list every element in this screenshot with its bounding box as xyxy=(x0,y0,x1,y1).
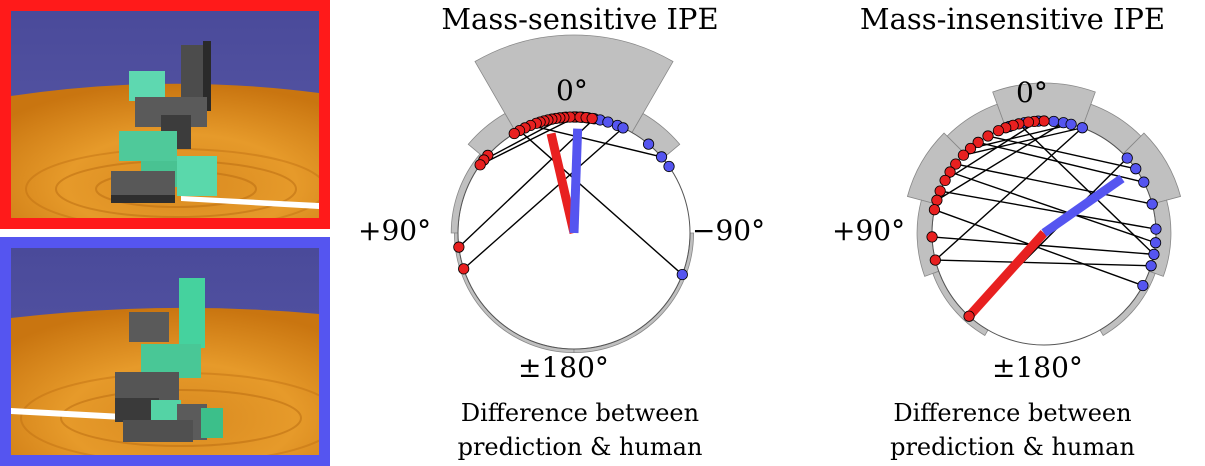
data-point-red xyxy=(963,310,975,322)
pair-line xyxy=(519,130,683,276)
pair-line xyxy=(936,122,1064,201)
pair-line xyxy=(1018,123,1155,255)
caption-line-2: prediction & human xyxy=(457,433,703,461)
chart-title: Mass-insensitive IPE xyxy=(859,2,1166,36)
top-scene-image xyxy=(0,0,330,229)
data-point-blue xyxy=(676,268,688,281)
data-point-red xyxy=(972,136,984,148)
pair-line xyxy=(940,190,1157,230)
data-point-blue xyxy=(1145,260,1157,272)
data-point-red xyxy=(926,231,938,243)
data-point-blue xyxy=(663,160,675,173)
angle-label-bottom: ±180° xyxy=(518,351,609,384)
data-point-red xyxy=(944,166,956,178)
data-point-blue xyxy=(617,122,629,134)
polar-plot xyxy=(450,34,695,354)
pair-line xyxy=(458,118,595,248)
pair-line xyxy=(987,135,1136,170)
data-point-red xyxy=(453,241,465,253)
data-point-blue xyxy=(1121,152,1133,164)
data-point-blue xyxy=(1137,279,1149,292)
data-point-red xyxy=(992,125,1005,137)
data-point-blue xyxy=(602,116,614,128)
pair-line xyxy=(934,209,1144,287)
data-point-red xyxy=(964,142,977,155)
bottom-scene-image xyxy=(0,237,330,466)
histogram-sector xyxy=(467,112,517,160)
polar-chart-mass-sensitive: Mass-sensitive IPE 0° +90° −90° ±180° Di… xyxy=(358,0,780,466)
angle-label-right: −90° xyxy=(692,214,766,247)
data-point-red xyxy=(931,194,943,206)
data-point-blue xyxy=(1076,122,1088,134)
pair-line xyxy=(932,236,1154,256)
chart-title: Mass-sensitive IPE xyxy=(441,2,719,36)
caption-line-1: Difference between xyxy=(893,399,1132,427)
histogram-sector xyxy=(453,232,575,354)
data-point-red xyxy=(474,159,486,171)
pair-line xyxy=(955,163,1153,205)
data-point-blue xyxy=(1146,198,1158,210)
data-point-red xyxy=(458,263,470,275)
angle-label-top: 0° xyxy=(1016,76,1048,109)
data-point-blue xyxy=(642,138,655,150)
block-tower-scene-red xyxy=(11,11,319,218)
data-point-red xyxy=(586,112,598,125)
pair-line xyxy=(479,116,577,166)
data-point-red xyxy=(957,149,970,161)
polar-chart-mass-insensitive: Mass-insensitive IPE 0° +90° ±180° Diffe… xyxy=(820,0,1205,466)
data-point-blue xyxy=(1048,115,1060,128)
data-point-red xyxy=(1022,116,1035,128)
mean-vector-red xyxy=(967,229,1048,318)
data-point-blue xyxy=(655,151,668,163)
pair-line xyxy=(944,120,1039,182)
data-point-red xyxy=(1038,115,1050,127)
mean-vector-blue xyxy=(569,128,583,234)
data-point-blue xyxy=(1150,223,1162,235)
data-point-red xyxy=(508,127,520,140)
pair-line xyxy=(934,127,1083,261)
angle-label-left: +90° xyxy=(358,214,432,247)
pair-line xyxy=(978,141,1144,183)
caption-line-1: Difference between xyxy=(460,399,700,427)
pair-line xyxy=(949,171,1156,244)
data-point-red xyxy=(928,204,941,216)
data-point-blue xyxy=(1148,248,1160,260)
polar-plot xyxy=(906,82,1182,346)
data-point-blue xyxy=(1130,163,1142,175)
angle-label-bottom: ±180° xyxy=(992,351,1083,384)
data-point-red xyxy=(929,254,941,266)
histogram-sector xyxy=(1099,270,1156,337)
pair-line xyxy=(530,124,662,158)
angle-label-left: +90° xyxy=(832,214,906,247)
mean-vector-blue xyxy=(1041,174,1125,237)
angle-label-top: 0° xyxy=(556,74,588,107)
caption-line-2: prediction & human xyxy=(890,433,1135,461)
data-point-red xyxy=(939,174,951,187)
pair-line xyxy=(463,127,624,270)
pair-line xyxy=(963,127,1083,156)
pair-line xyxy=(935,259,1152,267)
histogram-sector xyxy=(573,232,695,354)
data-point-blue xyxy=(1138,176,1150,188)
data-point-blue xyxy=(1065,118,1077,130)
block-tower-scene-blue xyxy=(11,248,319,455)
data-point-red xyxy=(950,158,962,170)
data-point-blue xyxy=(1149,237,1162,249)
data-point-red xyxy=(982,130,994,142)
